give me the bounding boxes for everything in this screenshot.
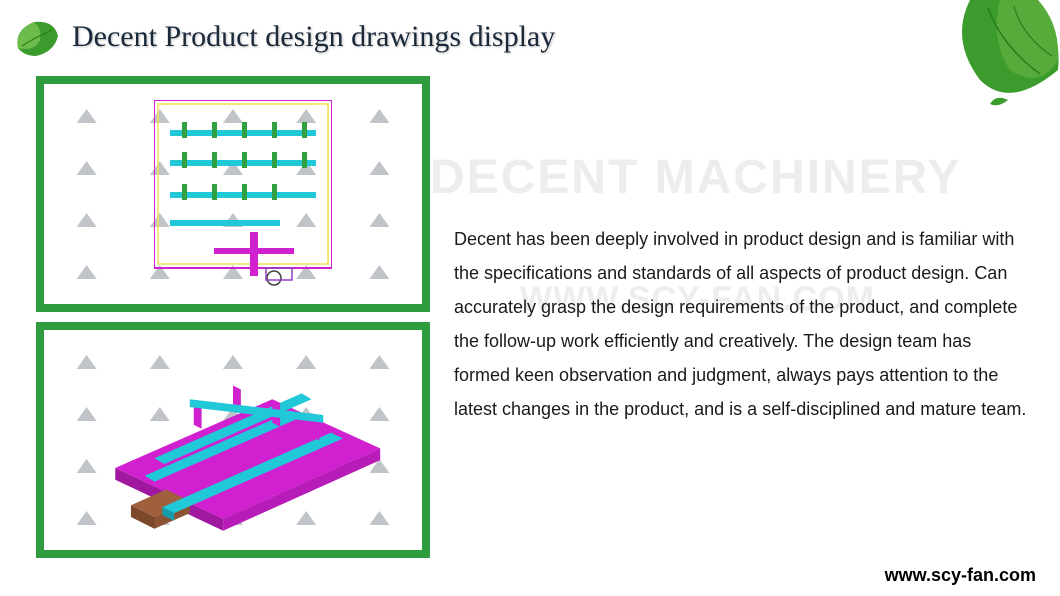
cad-3d-iso <box>76 360 390 537</box>
design-drawing-2d-panel <box>36 76 430 312</box>
leaf-corner-icon <box>940 0 1060 120</box>
leaf-icon <box>12 18 60 60</box>
watermark-line1: DECENT MACHINERY <box>430 150 1030 205</box>
body-paragraph: Decent has been deeply involved in produ… <box>454 222 1030 426</box>
page-title: Decent Product design drawings display <box>72 20 555 54</box>
footer-url: www.scy-fan.com <box>885 565 1036 586</box>
design-drawing-3d-panel <box>36 322 430 558</box>
cad-2d-plan <box>154 100 332 288</box>
